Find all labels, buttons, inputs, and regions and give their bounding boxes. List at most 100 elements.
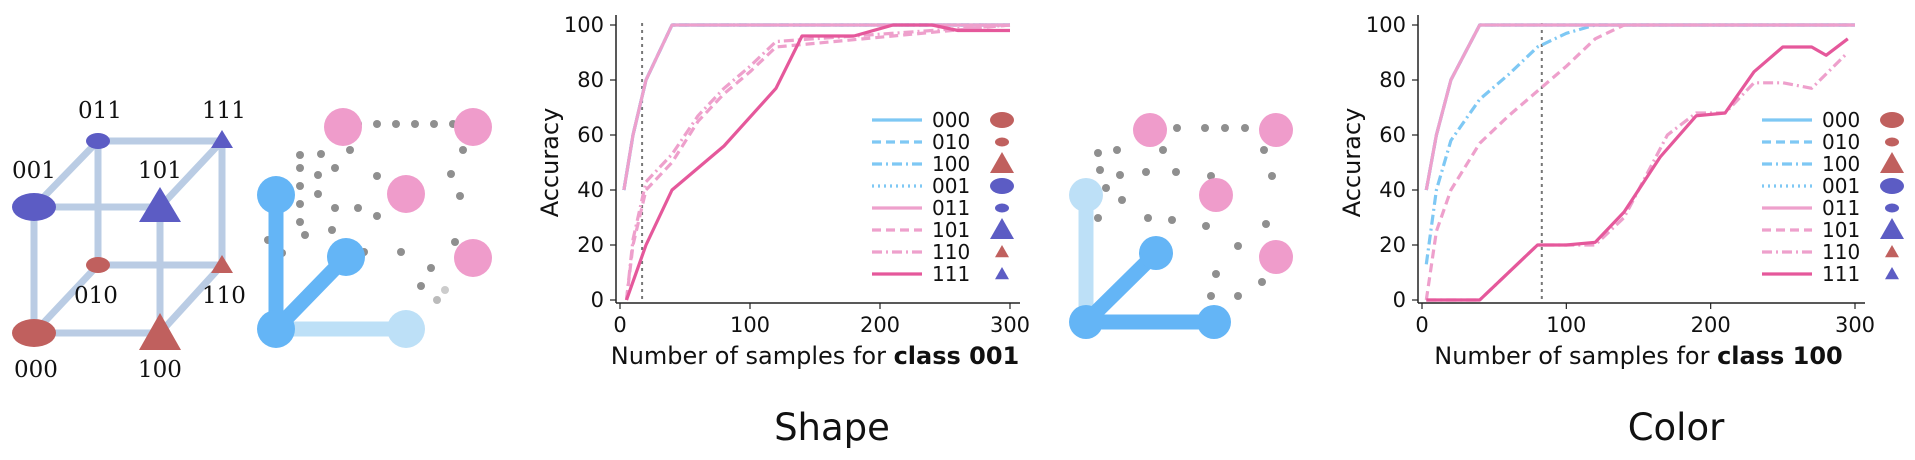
legend-marker-111 [1885,267,1899,280]
x-tick-label: 200 [860,313,900,337]
legend-marker-010 [995,137,1009,147]
legend-label-111: 111 [932,262,970,286]
graph-node-pale-blue [387,310,425,348]
cube-label-011: 011 [78,98,122,124]
legend-label-000: 000 [932,108,970,132]
graph-node-pink [1259,240,1293,274]
series-line-011 [622,23,1010,191]
y-axis-label: Accuracy [1338,108,1366,218]
legend-label-010: 010 [932,130,970,154]
legend-marker-100 [990,152,1014,173]
cube-label-001: 001 [12,158,56,184]
series-line-110 [1426,51,1849,302]
x-tick-label: 300 [990,313,1030,337]
y-tick-label: 100 [1366,13,1406,37]
cube-label-010: 010 [74,283,118,309]
cube-vertex-111-small-triangle [211,130,233,148]
legend-label-100: 100 [1822,152,1860,176]
graph-dots [264,120,467,304]
y-tick-label: 20 [1379,233,1406,257]
y-axis-label: Accuracy [536,108,564,218]
cube-vertex-100-large-triangle [139,313,181,350]
legend-label-011: 011 [1822,196,1860,220]
graph-node-pale-blue [1069,178,1103,212]
legend-label-101: 101 [932,218,970,242]
shape-graph-diagram [257,108,492,348]
legend-label-011: 011 [932,196,970,220]
x-tick-label: 300 [1835,313,1875,337]
section-title-shape: Shape [774,406,890,449]
x-axis-label: Number of samples for class 001 [611,342,1020,370]
y-tick-label: 80 [1379,68,1406,92]
graph-dots [1094,124,1276,300]
graph-node-blue [327,238,365,276]
legend-marker-101 [1880,218,1904,239]
legend-label-001: 001 [1822,174,1860,198]
legend-label-110: 110 [932,240,970,264]
y-tick-label: 60 [577,123,604,147]
graph-node-pink [324,108,362,146]
y-tick-label: 20 [577,233,604,257]
cube-label-110: 110 [202,283,246,309]
color-graph-diagram [1069,113,1293,339]
series-line-011 [1424,23,1855,191]
cube-vertex-110-small-triangle [211,255,233,273]
graph-node-blue [257,176,295,214]
graph-node-pink [1133,113,1167,147]
legend-marker-011 [995,203,1009,213]
section-title-color: Color [1628,406,1725,449]
legend-marker-001 [1880,178,1904,194]
legend-marker-010 [1885,137,1899,147]
x-tick-label: 100 [730,313,770,337]
legend-marker-101 [990,218,1014,239]
cube-label-000: 000 [14,357,58,383]
series-line-111 [1426,37,1849,302]
legend-label-101: 101 [1822,218,1860,242]
graph-node-blue [257,310,295,348]
legend-label-010: 010 [1822,130,1860,154]
y-tick-label: 40 [577,178,604,202]
legend-marker-000 [1880,112,1904,128]
legend-label-000: 000 [1822,108,1860,132]
series-line-110 [624,23,1011,301]
y-tick-label: 0 [1393,288,1406,312]
y-tick-label: 0 [591,288,604,312]
y-tick-label: 100 [564,13,604,37]
cube-label-111: 111 [202,98,246,124]
x-tick-label: 0 [613,313,626,337]
legend-marker-111 [995,267,1009,280]
legend-label-100: 100 [932,152,970,176]
graph-node-blue [1069,305,1103,339]
series-line-100 [1424,23,1855,265]
legend-label-110: 110 [1822,240,1860,264]
graph-node-pink [454,239,492,277]
legend-marker-110 [1885,245,1899,258]
cube-vertex-001-large-ellipse [12,193,56,221]
series-line-111 [624,23,1010,301]
cube-label-101: 101 [138,158,182,184]
series-line-101 [1424,23,1855,301]
legend-label-111: 111 [1822,262,1860,286]
cube-vertex-000-large-ellipse [12,319,56,347]
x-tick-label: 200 [1691,313,1731,337]
legend-marker-110 [995,245,1009,258]
shape-color-cube: 000 001 010 011 100 101 110 111 [12,98,246,383]
y-tick-label: 40 [1379,178,1406,202]
cube-vertex-101-large-triangle [139,187,181,222]
cube-vertex-011-small-ellipse [86,133,110,149]
y-tick-label: 80 [577,68,604,92]
graph-node-blue [1197,305,1231,339]
legend-label-001: 001 [932,174,970,198]
graph-node-pink [1199,178,1233,212]
cube-edges [30,137,226,337]
legend-marker-100 [1880,152,1904,173]
cube-vertex-010-small-ellipse [86,257,110,273]
graph-node-pink [454,108,492,146]
cube-label-100: 100 [138,357,182,383]
x-tick-label: 0 [1415,313,1428,337]
legend-marker-001 [990,178,1014,194]
x-axis-label: Number of samples for class 100 [1434,342,1843,370]
